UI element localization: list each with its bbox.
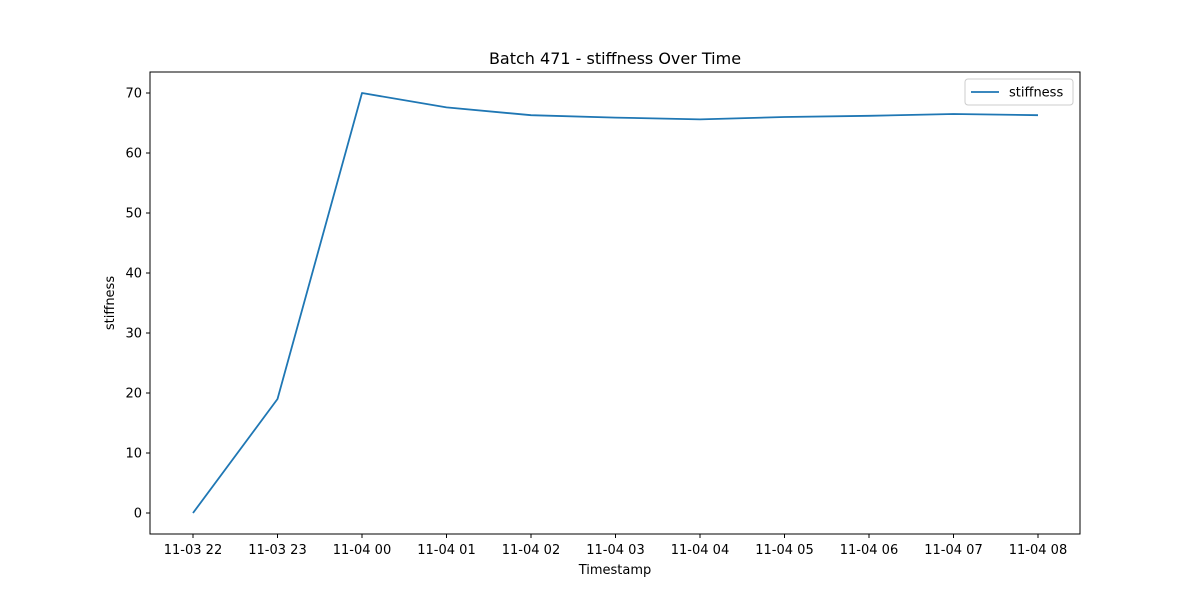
x-tick-label: 11-04 04	[671, 543, 729, 558]
chart-title: Batch 471 - stiffness Over Time	[489, 49, 741, 68]
y-tick-label: 20	[125, 387, 142, 402]
series-line-stiffness	[192, 92, 1039, 514]
y-tick-label: 50	[125, 207, 142, 222]
plot-area: 0 10 20 30 40 50 60 70 11-03 22 11-03 23 11-04 00 1…	[125, 71, 1081, 558]
y-tick-label: 40	[125, 267, 142, 282]
x-tick-label: 11-04 01	[417, 543, 475, 558]
y-tick-label: 60	[125, 147, 142, 162]
x-tick-label: 11-03 23	[248, 543, 306, 558]
y-tick-label: 10	[125, 447, 142, 462]
x-tick-label: 11-04 07	[924, 543, 982, 558]
y-tick-label: 70	[125, 87, 142, 102]
y-tick-label: 30	[125, 327, 142, 342]
x-tick-label: 11-04 06	[840, 543, 898, 558]
x-tick-label: 11-04 03	[586, 543, 644, 558]
x-tick-label: 11-03 22	[164, 543, 222, 558]
y-tick-label: 0	[134, 507, 142, 522]
y-axis-title: stiffness	[103, 276, 118, 330]
x-tick-label: 11-04 00	[333, 543, 391, 558]
x-tick-label: 11-04 02	[502, 543, 560, 558]
legend-box	[964, 78, 1074, 106]
x-axis-title: Timestamp	[578, 563, 652, 578]
legend-label: stiffness	[1009, 86, 1063, 101]
x-tick-label: 11-04 05	[755, 543, 813, 558]
x-tick-label: 11-04 08	[1009, 543, 1067, 558]
